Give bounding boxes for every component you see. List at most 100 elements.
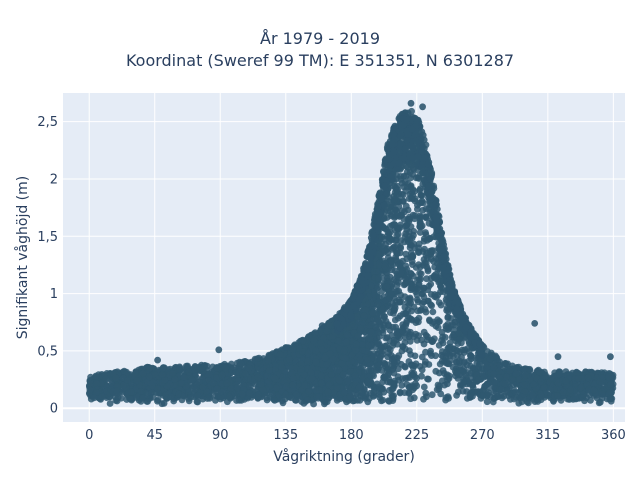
data-point <box>402 250 410 258</box>
data-point <box>386 326 394 334</box>
data-point <box>595 399 603 407</box>
data-point <box>321 400 328 408</box>
data-point <box>313 393 321 400</box>
data-point <box>393 187 401 195</box>
data-point <box>419 199 427 207</box>
data-point <box>375 261 383 269</box>
data-point <box>398 269 405 277</box>
data-point <box>510 381 517 388</box>
data-point <box>340 389 348 397</box>
data-point <box>424 333 431 341</box>
data-point <box>289 345 296 353</box>
data-point <box>398 190 405 198</box>
data-point <box>301 371 308 379</box>
data-point <box>389 244 397 252</box>
data-point <box>379 315 387 323</box>
data-point <box>460 378 467 385</box>
data-point <box>343 331 351 339</box>
data-point <box>480 373 487 381</box>
data-point <box>425 282 433 290</box>
data-point <box>354 332 362 340</box>
data-point <box>408 361 416 369</box>
data-point <box>383 361 391 369</box>
data-point <box>418 353 426 361</box>
data-point <box>415 314 423 322</box>
data-point <box>357 324 365 332</box>
data-point <box>429 320 436 327</box>
data-point <box>410 303 418 311</box>
data-point <box>312 387 320 394</box>
data-point <box>397 291 405 299</box>
data-point <box>195 378 203 386</box>
data-point <box>312 347 320 355</box>
data-point <box>391 301 399 309</box>
data-point <box>382 334 390 342</box>
data-point <box>245 364 253 372</box>
data-point <box>188 376 196 384</box>
data-point <box>387 273 394 281</box>
data-point <box>432 271 440 278</box>
data-point <box>486 355 494 363</box>
data-point <box>606 389 613 397</box>
data-point <box>133 377 141 385</box>
data-point <box>146 365 153 373</box>
data-point <box>391 267 399 275</box>
chart-title-line-2: Koordinat (Sweref 99 TM): E 351351, N 63… <box>125 51 515 70</box>
data-point <box>241 370 249 378</box>
data-point <box>142 389 150 397</box>
data-point <box>420 383 428 391</box>
data-point <box>323 361 331 368</box>
data-point <box>503 373 510 381</box>
data-point <box>393 330 401 338</box>
data-point <box>374 301 382 308</box>
data-point <box>386 207 394 215</box>
data-point <box>364 341 372 349</box>
data-point <box>396 224 404 232</box>
data-point <box>203 388 211 395</box>
data-point <box>459 387 467 395</box>
data-point <box>326 322 333 329</box>
data-point <box>416 229 424 236</box>
data-point <box>93 380 101 387</box>
data-point <box>416 220 424 228</box>
data-point <box>459 346 466 354</box>
data-point <box>254 355 261 362</box>
data-point <box>246 389 254 397</box>
data-point <box>410 272 417 280</box>
data-point <box>374 284 382 291</box>
data-point <box>427 301 435 308</box>
data-point <box>421 259 429 267</box>
data-point <box>433 294 440 301</box>
data-point <box>391 195 398 203</box>
data-point <box>422 348 429 356</box>
data-point <box>428 391 436 399</box>
data-point <box>223 379 231 387</box>
data-point <box>375 274 382 282</box>
data-point <box>401 339 409 346</box>
data-point <box>381 262 389 270</box>
data-point <box>409 371 417 378</box>
data-point <box>485 389 492 397</box>
data-point <box>396 388 404 396</box>
data-point <box>328 371 335 378</box>
data-point <box>438 377 446 385</box>
data-point <box>361 306 369 314</box>
data-point <box>185 368 193 376</box>
data-point <box>347 368 354 375</box>
chart-title-line-1: År 1979 - 2019 <box>260 29 380 48</box>
data-point <box>397 243 404 251</box>
data-point <box>437 301 445 309</box>
data-point <box>390 392 397 399</box>
data-point <box>411 352 419 360</box>
data-point <box>356 355 364 363</box>
data-point <box>354 396 361 404</box>
data-point <box>526 376 534 384</box>
data-point <box>428 247 436 254</box>
data-point <box>425 375 432 383</box>
data-point <box>183 363 191 371</box>
data-point <box>415 261 423 268</box>
data-point <box>298 360 305 368</box>
data-point <box>523 398 531 406</box>
data-point <box>408 258 416 265</box>
